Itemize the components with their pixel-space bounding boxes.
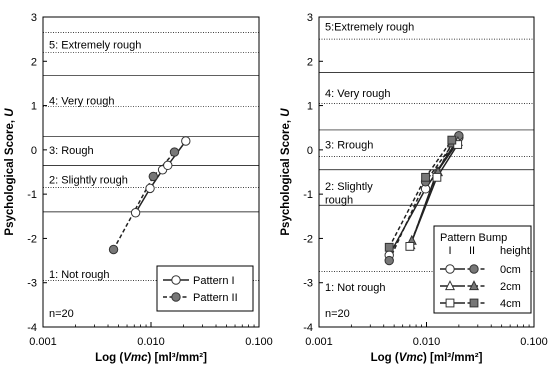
y-tick-label: 2 (307, 56, 313, 68)
data-point (405, 242, 415, 251)
y-tick-label: -4 (303, 322, 313, 334)
y-axis-title-part: Psychological Score, (4, 117, 16, 236)
chart-panel-1: 5: Extremely rough 4: Very rough 3: Rough 2… (4, 12, 273, 364)
x-axis-title: Log (Vmc) [ml³/mm²] (95, 352, 207, 364)
y-axis-title-part: Psychological Score, (280, 117, 292, 236)
y-tick-label: 1 (31, 101, 37, 113)
category-label: 2: Slightly (325, 181, 373, 193)
category-label: 5:Extremely rough (325, 22, 414, 34)
data-point (163, 160, 173, 171)
x-axis-title-part: Vmc (123, 352, 148, 364)
data-point (181, 136, 191, 146)
data-point (384, 255, 394, 266)
x-tick-label: 0.100 (245, 336, 273, 348)
data-point (130, 208, 141, 218)
x-tick-label: 0.100 (520, 336, 548, 348)
legend-box (156, 265, 254, 312)
sample-size-note: n=20 (49, 308, 74, 320)
legend-label: 4cm (500, 298, 521, 310)
legend-label: Pattern I (193, 275, 235, 287)
legend-title: Pattern Bump (440, 232, 507, 244)
data-point (384, 242, 394, 252)
y-tick-label: 3 (31, 12, 37, 24)
y-tick-label: -2 (27, 233, 37, 245)
data-point (453, 140, 463, 149)
series-line (112, 151, 176, 250)
legend-column-label: II (469, 245, 475, 257)
x-axis-title-part: Log ( (371, 352, 399, 364)
legend-marker (171, 292, 181, 302)
legend-marker (469, 298, 479, 308)
y-tick-label: 2 (31, 56, 37, 68)
legend-label: Pattern II (193, 292, 238, 304)
legend-marker (445, 298, 455, 308)
y-axis-title-part: U (4, 108, 16, 117)
sample-size-note: n=20 (325, 308, 350, 320)
legend-marker (444, 280, 456, 291)
data-point (169, 147, 180, 157)
legend-marker (445, 264, 455, 274)
category-label: 4: Very rough (49, 95, 114, 107)
x-axis-title-part: ) [ml³/mm²] (423, 352, 483, 364)
data-point (145, 183, 155, 194)
x-axis-title-part: Log ( (95, 352, 123, 364)
y-tick-label: 0 (307, 145, 313, 157)
y-axis-title: Psychological Score, U (280, 108, 292, 236)
legend-column-label: I (448, 245, 451, 257)
legend-marker (468, 280, 480, 291)
category-label: 4: Very rough (325, 88, 390, 100)
y-tick-label: 3 (307, 12, 313, 24)
category-label: 2: Slightly rough (49, 175, 128, 187)
legend-label: 0cm (500, 264, 521, 276)
category-label: 3: Rough (49, 145, 94, 157)
x-axis-title-part: ) [ml³/mm²] (147, 352, 207, 364)
chart-panel-2: 5:Extremely rough 4: Very rough 3: Rrough 2… (280, 12, 548, 364)
data-point (432, 172, 442, 182)
legend: Pattern I Pattern II (156, 265, 254, 312)
y-tick-label: -4 (27, 322, 37, 334)
legend-marker (469, 264, 479, 274)
x-tick-label: 0.001 (305, 336, 333, 348)
legend-label: 2cm (500, 281, 521, 293)
legend-marker (171, 275, 181, 285)
y-tick-label: -3 (27, 278, 37, 290)
x-tick-label: 0.010 (137, 336, 165, 348)
y-axis-title: Psychological Score, U (4, 108, 16, 236)
y-tick-label: -1 (27, 189, 37, 201)
category-label: 5: Extremely rough (49, 39, 141, 51)
category-label: 1: Not rough (325, 282, 386, 294)
y-tick-label: 0 (31, 145, 37, 157)
y-tick-label: -3 (303, 278, 313, 290)
data-point (108, 244, 119, 255)
x-axis-title: Log (Vmc) [ml³/mm²] (371, 352, 483, 364)
data-point (447, 135, 457, 145)
data-point (148, 171, 158, 182)
y-axis-title-part: U (280, 108, 292, 117)
y-tick-label: -1 (303, 189, 313, 201)
legend-column-label: height (500, 245, 530, 257)
category-label: 3: Rrough (325, 140, 373, 152)
y-tick-label: 1 (307, 101, 313, 113)
category-label: rough (325, 194, 353, 206)
data-point (421, 172, 430, 182)
category-label: 1: Not rough (49, 269, 110, 281)
x-axis-title-part: Vmc (399, 352, 424, 364)
x-tick-label: 0.001 (29, 336, 57, 348)
y-tick-label: -2 (303, 233, 313, 245)
x-tick-label: 0.010 (413, 336, 441, 348)
